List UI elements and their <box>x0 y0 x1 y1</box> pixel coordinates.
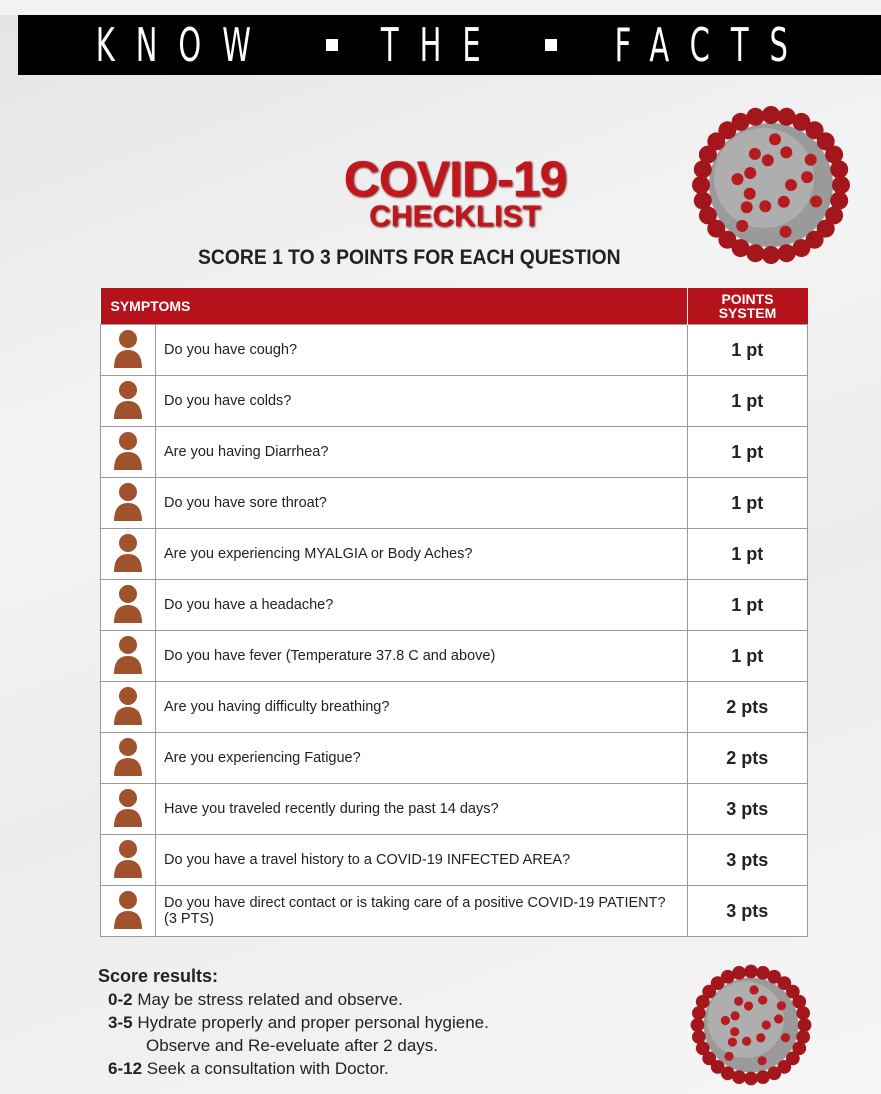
airplane-icon <box>114 789 142 827</box>
thermometer-icon <box>114 636 142 674</box>
result-continuation: Observe and Re-eveluate after 2 days. <box>146 1036 438 1055</box>
points-value: 3 pts <box>686 834 808 886</box>
fatigue-icon <box>114 738 142 776</box>
result-range: 0-2 <box>108 990 133 1009</box>
result-item: 3-5 Hydrate properly and proper personal… <box>98 1011 489 1034</box>
question: Do you have colds? <box>155 375 688 427</box>
patient-mask-icon <box>114 891 142 929</box>
question: Do you have fever (Temperature 37.8 C an… <box>155 630 688 682</box>
result-item: 0-2 May be stress related and observe. <box>98 988 489 1011</box>
question: Are you having difficulty breathing? <box>155 681 688 733</box>
symptoms-header: SYMPTOMS <box>100 288 687 325</box>
body-aches-icon <box>114 534 142 572</box>
page-title: COVID-19 <box>343 151 568 207</box>
question: Have you traveled recently during the pa… <box>155 783 688 835</box>
coronavirus-image <box>692 106 850 264</box>
points-value: 3 pts <box>686 885 808 937</box>
question: Do you have a headache? <box>155 579 688 631</box>
points-value: 1 pt <box>686 630 808 682</box>
points-value: 1 pt <box>686 528 808 580</box>
question: Do you have cough? <box>155 324 688 376</box>
table-row: Are you experiencing MYALGIA or Body Ach… <box>100 528 808 580</box>
question: Are you having Diarrhea? <box>155 426 688 478</box>
question: Are you experiencing Fatigue? <box>155 732 688 784</box>
points-header: POINTS SYSTEM <box>686 288 808 325</box>
banner-word: FACTS <box>615 18 810 72</box>
table-row: Do you have cough? 1 pt <box>100 324 808 376</box>
result-range: 3-5 <box>108 1013 133 1032</box>
question: Do you have direct contact or is taking … <box>155 885 688 937</box>
points-value: 1 pt <box>686 324 808 376</box>
coronavirus-image <box>690 964 812 1086</box>
points-value: 2 pts <box>686 732 808 784</box>
table-row: Do you have fever (Temperature 37.8 C an… <box>100 630 808 682</box>
result-text: Seek a consultation with Doctor. <box>146 1059 389 1078</box>
points-value: 3 pts <box>686 783 808 835</box>
colds-icon <box>114 381 142 419</box>
table-row: Do you have a headache? 1 pt <box>100 579 808 631</box>
question: Do you have a travel history to a COVID-… <box>155 834 688 886</box>
result-text: May be stress related and observe. <box>137 990 403 1009</box>
cough-icon <box>114 330 142 368</box>
table-row: Do you have direct contact or is taking … <box>100 885 808 937</box>
diarrhea-icon <box>114 432 142 470</box>
result-text: Hydrate properly and proper personal hyg… <box>137 1013 489 1032</box>
points-value: 1 pt <box>686 375 808 427</box>
table-row: Do you have colds? 1 pt <box>100 375 808 427</box>
question: Do you have sore throat? <box>155 477 688 529</box>
table-row: Are you having Diarrhea? 1 pt <box>100 426 808 478</box>
points-value: 1 pt <box>686 579 808 631</box>
score-results: Score results: 0-2 May be stress related… <box>98 965 489 1080</box>
results-heading: Score results: <box>98 966 219 986</box>
breathing-icon <box>114 687 142 725</box>
table-row: Are you having difficulty breathing? 2 p… <box>100 681 808 733</box>
symptoms-table: SYMPTOMS POINTS SYSTEM Do you have cough… <box>100 288 808 937</box>
table-row: Do you have sore throat? 1 pt <box>100 477 808 529</box>
result-item: 6-12 Seek a consultation with Doctor. <box>98 1057 489 1080</box>
table-row: Have you traveled recently during the pa… <box>100 783 808 835</box>
points-value: 1 pt <box>686 477 808 529</box>
headache-icon <box>114 585 142 623</box>
square-bullet-icon <box>326 39 339 51</box>
sore-throat-icon <box>114 483 142 521</box>
table-row: Are you experiencing Fatigue? 2 pts <box>100 732 808 784</box>
instruction-text: SCORE 1 TO 3 POINTS FOR EACH QUESTION <box>198 246 621 269</box>
page-subtitle: CHECKLIST <box>369 200 541 233</box>
table-row: Do you have a travel history to a COVID-… <box>100 834 808 886</box>
top-strip <box>0 0 881 15</box>
map-search-icon <box>114 840 142 878</box>
square-bullet-icon <box>544 39 557 51</box>
banner-word: KNOW <box>95 18 272 72</box>
points-value: 1 pt <box>686 426 808 478</box>
result-range: 6-12 <box>108 1059 143 1078</box>
banner-word: THE <box>381 18 502 72</box>
know-the-facts-banner: KNOW THE FACTS <box>18 15 881 75</box>
points-value: 2 pts <box>686 681 808 733</box>
question: Are you experiencing MYALGIA or Body Ach… <box>155 528 688 580</box>
